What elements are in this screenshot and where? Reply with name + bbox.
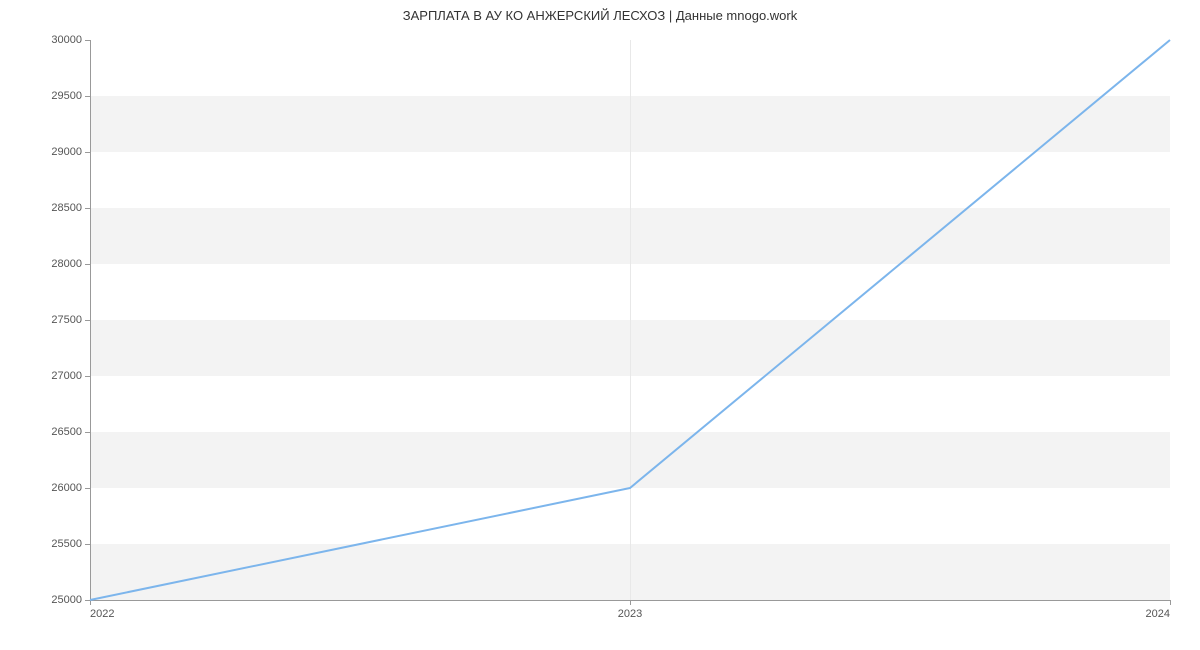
series-line-salary [90,40,1170,600]
plot-area: 2500025500260002650027000275002800028500… [90,40,1170,600]
x-tick-mark [1170,600,1171,605]
x-tick-label: 2022 [90,600,114,620]
chart-title: ЗАРПЛАТА В АУ КО АНЖЕРСКИЙ ЛЕСХОЗ | Данн… [0,8,1200,23]
series-layer [90,40,1170,600]
salary-line-chart: ЗАРПЛАТА В АУ КО АНЖЕРСКИЙ ЛЕСХОЗ | Данн… [0,0,1200,650]
x-tick-label: 2024 [1146,600,1170,620]
x-tick-mark [630,600,631,605]
